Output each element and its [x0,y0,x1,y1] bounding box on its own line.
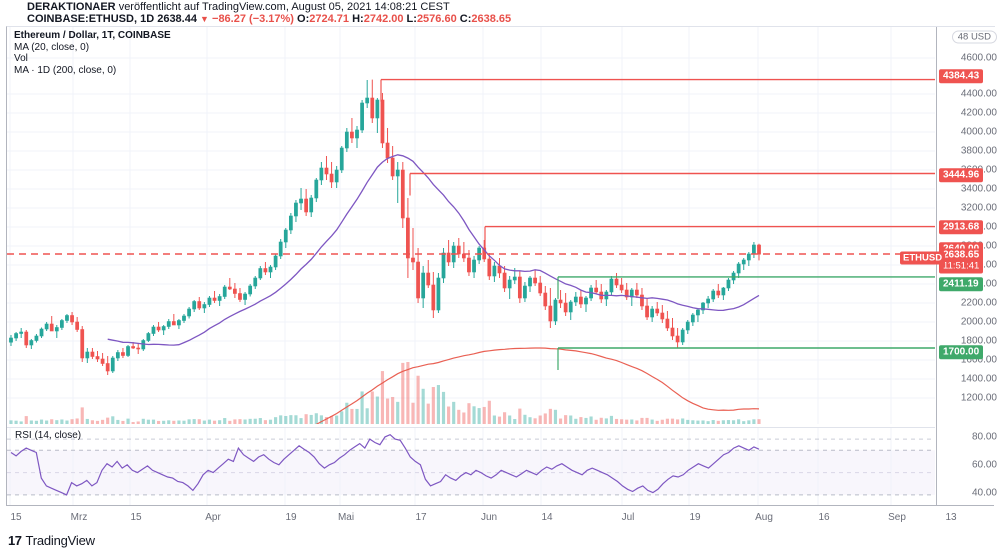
price-axis-tick: 1800.00 [960,335,997,347]
legend-volume[interactable]: Vol [14,53,28,64]
header-quote-line: COINBASE:ETHUSD, 1D 2638.44 ▼ −86.27 (−3… [27,13,511,25]
symbol-label: COINBASE:ETHUSD, [27,13,138,25]
change-direction-icon: ▼ [200,14,209,24]
high-value: 2742.00 [363,13,404,25]
legend-ma200[interactable]: MA · 1D (200, close, 0) [14,64,117,76]
open-label: O: [297,13,310,25]
time-axis-tick: Mrz [70,512,88,523]
price-axis-tick: 1600.00 [960,354,997,366]
time-axis-tick: 15 [130,512,142,523]
legend-title: Ethereum / Dollar, 1T, COINBASE [14,30,171,41]
price-level-tag[interactable]: 1700.00 [939,345,984,359]
price-axis[interactable]: 48 USD 4600.00 4400.00 4200.00 4000.00 3800.0… [936,27,1000,505]
publisher-name: DERAKTIONAER [27,1,116,13]
rsi-svg [7,428,935,506]
time-axis-tick: 19 [285,512,297,523]
interval-label: 1D [140,13,155,25]
low-label: L: [406,13,417,25]
price-level-tag[interactable]: 2913.68 [939,220,984,234]
price-axis-tick: 3800.00 [960,145,997,157]
time-axis-tick: Jun [480,512,498,523]
price-axis-tick: 1400.00 [960,373,997,385]
price-level-tag[interactable]: 2411.19 [939,277,983,291]
last-price: 2638.44 [157,13,197,25]
time-axis-tick: Jul [621,512,635,523]
price-axis-tick: 4600.00 [960,52,997,64]
time-axis[interactable]: 15 Mrz 15 Apr 19 Mai 17 Jun 14 Jul 19 Aug 16 Sep 13 [6,505,994,530]
chart-legend: Ethereum / Dollar, 1T, COINBASE MA (20, … [14,30,171,76]
price-axis-tick: 3200.00 [960,202,997,214]
published-text: veröffentlicht auf TradingView.com, [118,1,289,13]
legend-ma20[interactable]: MA (20, close, 0) [14,41,90,53]
rsi-pane[interactable]: RSI (14, close) [7,427,935,506]
chart-header: DERAKTIONAER veröffentlicht auf TradingV… [0,0,1000,25]
close-value: 2638.65 [471,13,512,25]
rsi-legend[interactable]: RSI (14, close) [15,430,82,441]
price-axis-tick: 4000.00 [960,126,997,138]
price-axis-tick: 2000.00 [960,316,997,328]
price-axis-tick: 3400.00 [960,183,997,195]
price-axis-tick: 4400.00 [960,88,997,100]
change-absolute: −86.27 [212,13,246,25]
time-axis-tick: 17 [415,512,427,523]
price-axis-tick: 40.00 [971,487,997,499]
price-axis-tick: 4200.00 [960,107,997,119]
time-axis-tick: Sep [888,512,906,523]
price-axis-tick: 80.00 [971,431,997,443]
published-datetime: August 05, 2021 14:08:21 CEST [291,1,450,13]
time-axis-tick: 15 [10,512,22,523]
price-candles-svg [7,27,935,424]
tradingview-name: TradingView [25,533,95,548]
price-plot-area[interactable] [7,27,935,424]
time-axis-tick: 19 [689,512,701,523]
time-axis-tick: Mai [337,512,355,523]
close-label: C: [459,13,472,25]
price-axis-tick: 1200.00 [960,392,997,404]
time-axis-tick: 16 [818,512,830,523]
high-label: H: [352,13,364,25]
price-level-tag[interactable]: 4384.43 [939,69,984,83]
time-axis-tick: 14 [541,512,553,523]
tradingview-watermark: 17 TradingView [8,533,95,548]
time-axis-tick: 13 [945,512,957,523]
current-price-countdown: 11:51:41 [943,260,980,272]
chart-frame [6,26,995,506]
tradingview-logo-icon: 17 [8,533,22,548]
low-value: 2576.60 [416,13,457,25]
symbol-price-tag[interactable]: ETHUSD [900,251,946,265]
time-axis-tick: Aug [755,512,773,523]
change-percent: (−3.17%) [249,13,294,25]
open-value: 2724.71 [309,13,350,25]
current-price-tag[interactable]: 2638.65 11:51:41 [939,248,984,274]
price-axis-unit-badge[interactable]: 48 USD [951,30,997,44]
price-level-tag[interactable]: 3444.96 [939,168,984,182]
price-axis-tick: 60.00 [971,459,997,471]
price-axis-tick: 2200.00 [960,297,997,309]
time-axis-tick: Apr [205,512,221,523]
current-price-value: 2638.65 [943,249,980,261]
header-attribution-line: DERAKTIONAER veröffentlicht auf TradingV… [27,1,450,13]
